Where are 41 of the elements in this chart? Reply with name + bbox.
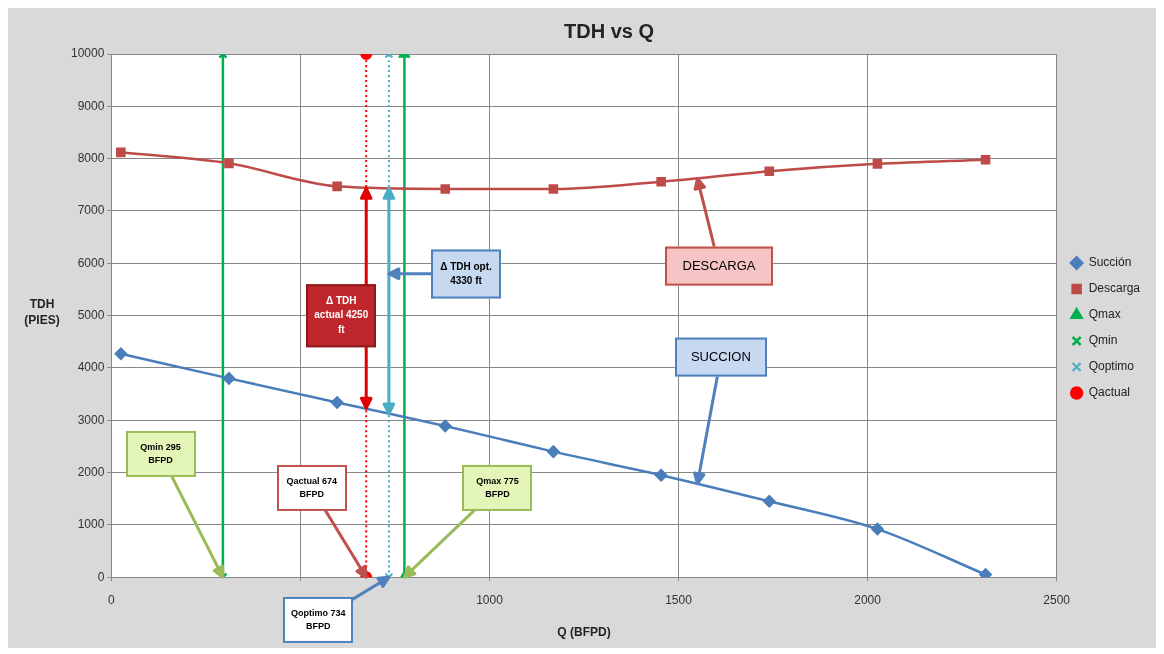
x-tick-label: 1500 (665, 592, 693, 607)
annotation: Qactual 674 BFPD (286, 476, 338, 500)
annotation: Δ TDH opt. 4330 ft (440, 260, 492, 286)
y-tick-label: 0 (97, 569, 105, 584)
x-tick-label: 0 (108, 592, 116, 607)
y-tick-label: 10000 (70, 46, 105, 61)
legend-label: Descarga (1088, 281, 1141, 296)
legend-label: Qoptimo (1088, 359, 1135, 374)
annotation: Qoptimo 734 BFPD (290, 608, 346, 632)
y-tick-label: 8000 (77, 150, 105, 165)
y-tick-label: 1000 (77, 517, 105, 532)
y-tick-label: 9000 (77, 98, 105, 113)
y-tick-label: 7000 (77, 203, 105, 218)
x-tick-label: 1000 (476, 592, 504, 607)
annotation: Δ TDH actual 4250 ft (314, 294, 369, 335)
legend-label: Succión (1088, 255, 1132, 270)
callout-box: Δ TDH actual 4250 ft (306, 283, 377, 348)
y-tick-label: 4000 (77, 360, 105, 375)
y-tick-label: 2000 (77, 464, 105, 479)
callout-box: Qoptimo 734 BFPD (283, 597, 354, 644)
y-tick-label: 5000 (77, 307, 105, 322)
callout-box: DESCARGA (665, 246, 773, 286)
legend-label: Qmin (1088, 333, 1118, 348)
legend-label: Qmax (1088, 307, 1121, 322)
callout-box: Qmin 295 BFPD (125, 431, 196, 478)
x-tick-label: 2500 (1043, 592, 1071, 607)
callout-box: Δ TDH opt. 4330 ft (431, 249, 502, 299)
x-axis-title: Q (BFPD) (557, 625, 611, 640)
legend-label: Qactual (1088, 385, 1130, 400)
callout-box: Qactual 674 BFPD (276, 465, 347, 512)
x-tick-label: 2000 (854, 592, 882, 607)
annotation: DESCARGA (682, 257, 756, 273)
callout-box: SUCCION (674, 338, 767, 377)
callout-box: Qmax 775 BFPD (462, 465, 533, 512)
annotation: Qmax 775 BFPD (476, 476, 519, 500)
chart-title: TDH vs Q (563, 19, 655, 42)
y-tick-label: 3000 (77, 412, 105, 427)
annotation: Qmin 295 BFPD (140, 442, 181, 466)
y-tick-label: 6000 (77, 255, 105, 270)
y-axis-title: TDH (PIES) (24, 296, 60, 327)
annotation: SUCCION (690, 349, 751, 365)
